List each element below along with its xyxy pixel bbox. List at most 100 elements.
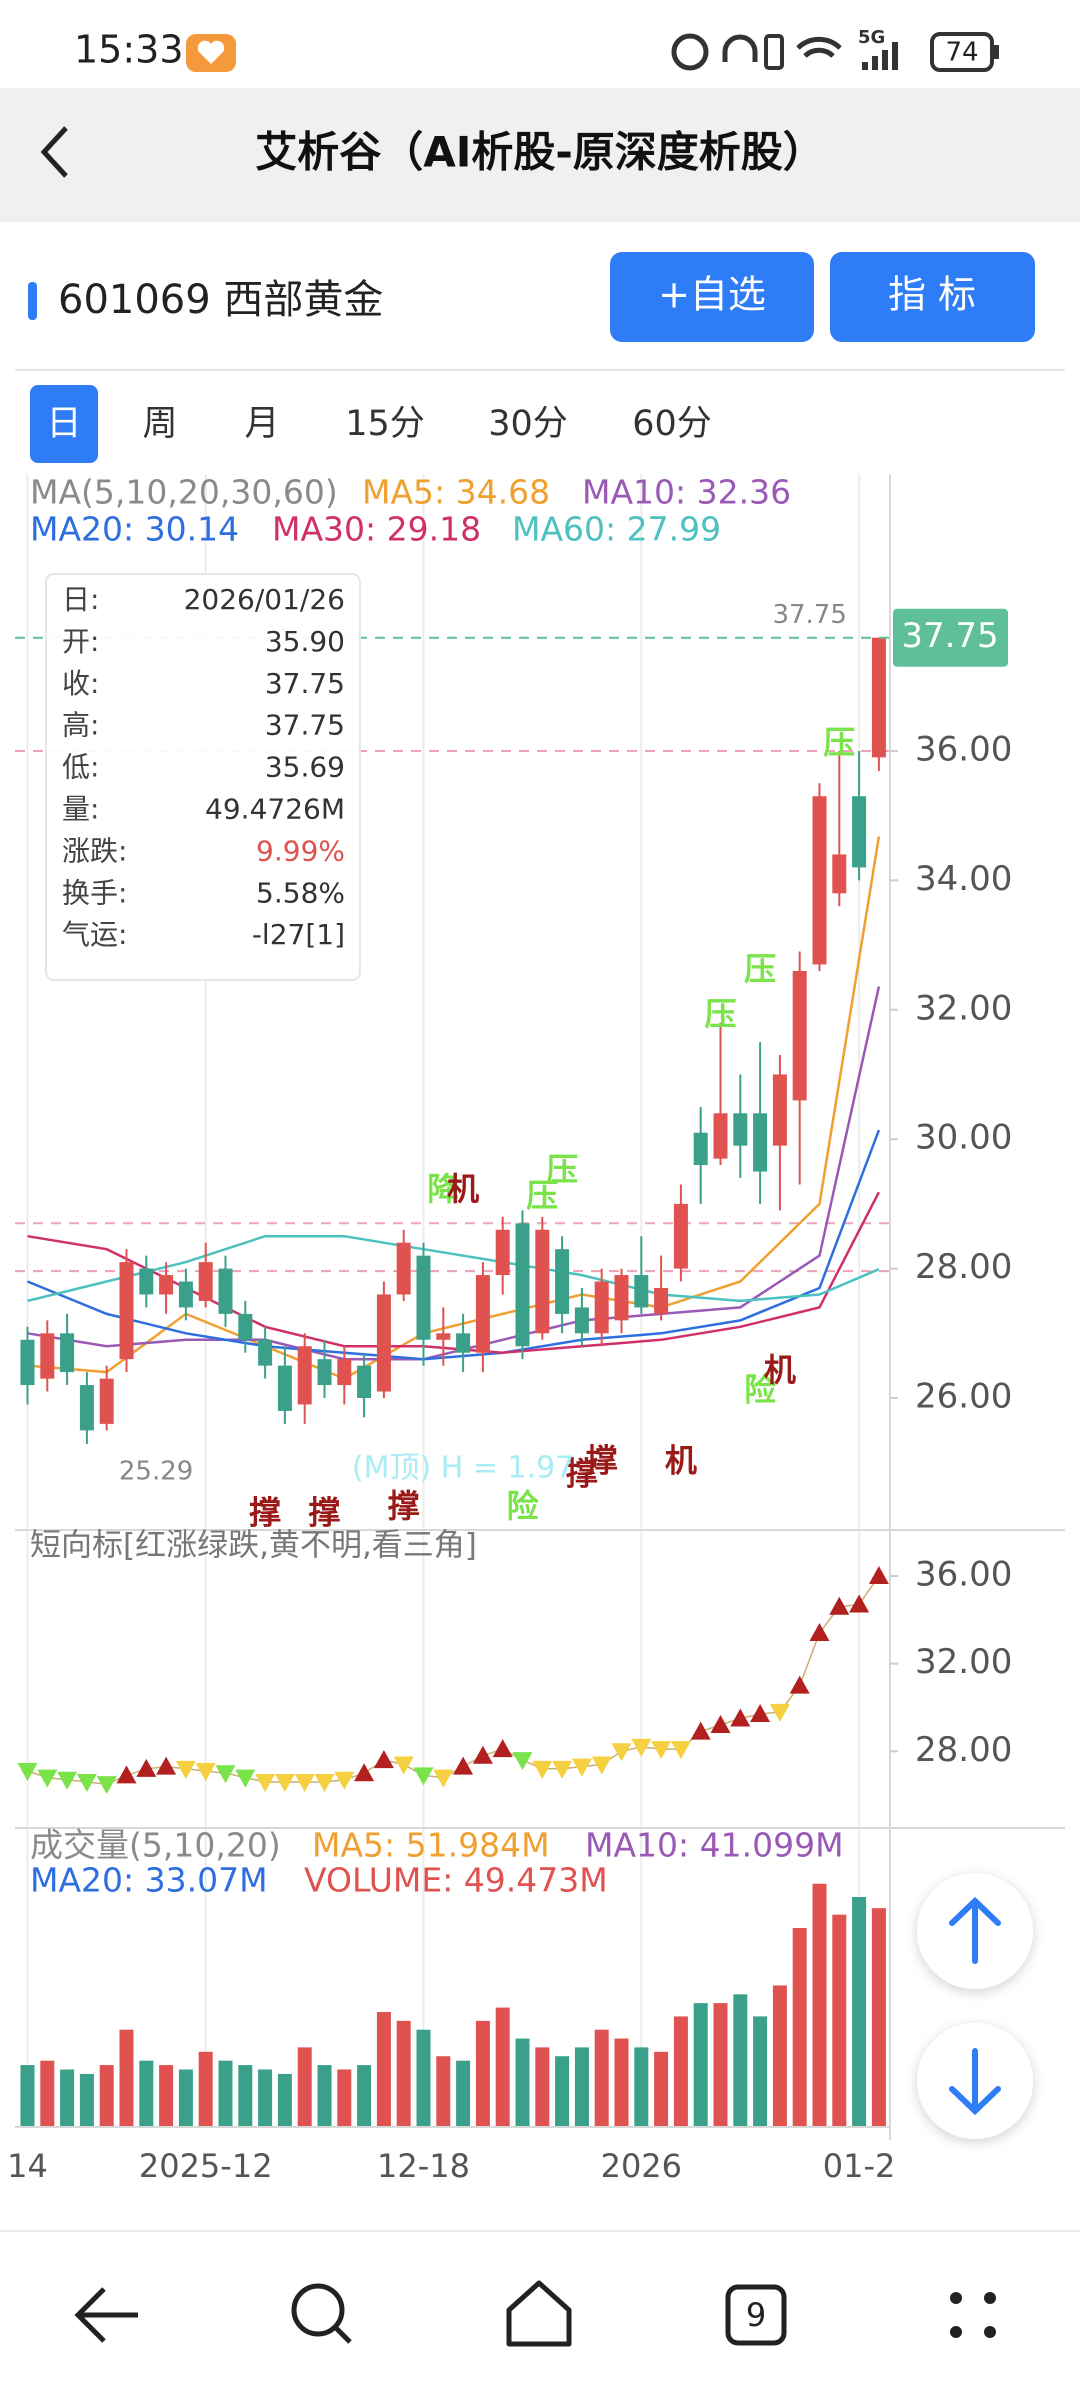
- volume-bar: [218, 2060, 233, 2127]
- volume-bar: [20, 2065, 35, 2127]
- candle-body: [733, 1113, 748, 1146]
- network-type: 5G: [858, 27, 885, 48]
- volume-bar: [614, 2038, 629, 2127]
- nav-home[interactable]: [506, 2280, 572, 2347]
- short-marker: [868, 1566, 889, 1585]
- page-title: 艾析谷（AI析股-原深度析股）: [255, 128, 825, 177]
- candle-body: [634, 1275, 649, 1308]
- period-tab[interactable]: 30分: [488, 404, 568, 444]
- short-marker: [156, 1756, 177, 1775]
- nav-back[interactable]: [74, 2287, 138, 2343]
- candle-body: [495, 1229, 510, 1276]
- volume-bar: [396, 2020, 411, 2127]
- volume-bar: [871, 1908, 886, 2127]
- volume-bar: [772, 1985, 787, 2127]
- signal-annotation: 险: [744, 1371, 777, 1409]
- candle-body: [238, 1313, 253, 1340]
- y-tick-label: 28.00: [915, 1247, 1012, 1287]
- ma-legend: MA10: 32.36: [582, 473, 791, 512]
- x-tick-label: 2026: [601, 2147, 682, 2185]
- nav-menu[interactable]: [950, 2292, 996, 2338]
- candle-body: [20, 1339, 35, 1386]
- short-marker: [175, 1760, 196, 1779]
- short-marker: [571, 1758, 592, 1777]
- x-tick-label: 2025-12: [139, 2147, 273, 2185]
- period-tab[interactable]: 月: [244, 404, 279, 444]
- volume-bar: [376, 2012, 391, 2127]
- candle-body: [40, 1333, 55, 1379]
- candle-body: [555, 1249, 570, 1314]
- chart-layer: 25.29压压压压压降机险险机机撑撑撑撑 撑(M顶) H = 1.97日周月 15分…: [7, 385, 1065, 2185]
- info-label: 低:: [62, 751, 99, 784]
- volume-bar: [79, 2073, 94, 2127]
- short-marker: [76, 1773, 97, 1792]
- signal-annotation: 撑: [586, 1442, 618, 1480]
- ma-line: [27, 1234, 880, 1303]
- signal-annotation: 压: [823, 723, 855, 761]
- volume-legend: MA10: 41.099M: [585, 1826, 844, 1865]
- candle-body: [693, 1132, 708, 1166]
- signal-icon: [862, 42, 898, 70]
- battery-tip: [994, 45, 999, 59]
- info-label: 高:: [62, 709, 99, 742]
- candle-body: [772, 1074, 787, 1146]
- short-marker: [829, 1596, 850, 1615]
- short-marker: [314, 1773, 335, 1792]
- battery-saver-icon: [764, 34, 784, 70]
- y-tick-label: 30.00: [915, 1118, 1012, 1158]
- battery-level: 74: [945, 38, 978, 68]
- period-tab[interactable]: 日: [46, 404, 81, 444]
- volume-bar: [574, 2047, 589, 2127]
- signal-annotation: 撑: [308, 1493, 340, 1531]
- info-label: 收:: [62, 667, 99, 700]
- candle-body: [297, 1346, 312, 1405]
- header-bar: [0, 88, 1080, 222]
- period-tab[interactable]: 15分: [345, 404, 425, 444]
- short-marker: [769, 1703, 790, 1722]
- candle-body: [832, 854, 847, 894]
- volume-bar: [238, 2065, 253, 2127]
- info-value: 9.99%: [256, 834, 345, 867]
- nav-tab-count: 9: [746, 2296, 766, 2334]
- period-tab[interactable]: 60分: [632, 404, 712, 444]
- short-marker: [96, 1776, 117, 1795]
- ma-legend: MA(5,10,20,30,60): [30, 473, 338, 512]
- short-marker: [631, 1738, 652, 1757]
- candle-body: [673, 1203, 688, 1269]
- short-marker: [57, 1771, 78, 1790]
- short-marker: [116, 1765, 137, 1784]
- add-watchlist-button[interactable]: [610, 252, 814, 342]
- wifi-icon: [796, 36, 842, 58]
- signal-annotation: 机: [447, 1170, 479, 1208]
- info-value: 37.75: [265, 667, 345, 700]
- volume-bar: [337, 2069, 352, 2127]
- volume-bar: [673, 2016, 688, 2127]
- nav-search[interactable]: [291, 2283, 345, 2337]
- volume-bar: [535, 2047, 550, 2127]
- volume-legend: MA20: 33.07M: [30, 1861, 268, 1900]
- short-marker: [730, 1708, 751, 1727]
- back-button[interactable]: [40, 126, 68, 178]
- ma-legend: MA20: 30.14: [30, 510, 239, 549]
- indicator-button[interactable]: [830, 252, 1035, 342]
- volume-bar: [792, 1927, 807, 2127]
- volume-bar: [357, 2065, 372, 2127]
- period-tab[interactable]: 周: [142, 404, 177, 444]
- short-panel-title: 短向标[红涨绿跌,黄不明,看三角]: [30, 1528, 477, 1564]
- short-marker: [591, 1756, 612, 1775]
- alarm-icon: [671, 33, 709, 71]
- short-marker: [235, 1769, 256, 1788]
- nav-tabs[interactable]: [725, 2284, 787, 2346]
- y-tick-label: 36.00: [915, 1555, 1012, 1595]
- volume-bar: [475, 2020, 490, 2127]
- y-tick-label: 28.00: [915, 1730, 1012, 1770]
- volume-legend: MA5: 51.984M: [312, 1826, 550, 1865]
- volume-bar: [654, 2051, 669, 2127]
- short-marker: [294, 1773, 315, 1792]
- stock-accent: [28, 282, 37, 320]
- signal-annotation: 险: [506, 1487, 539, 1525]
- indicator-label: 指 标: [888, 273, 976, 317]
